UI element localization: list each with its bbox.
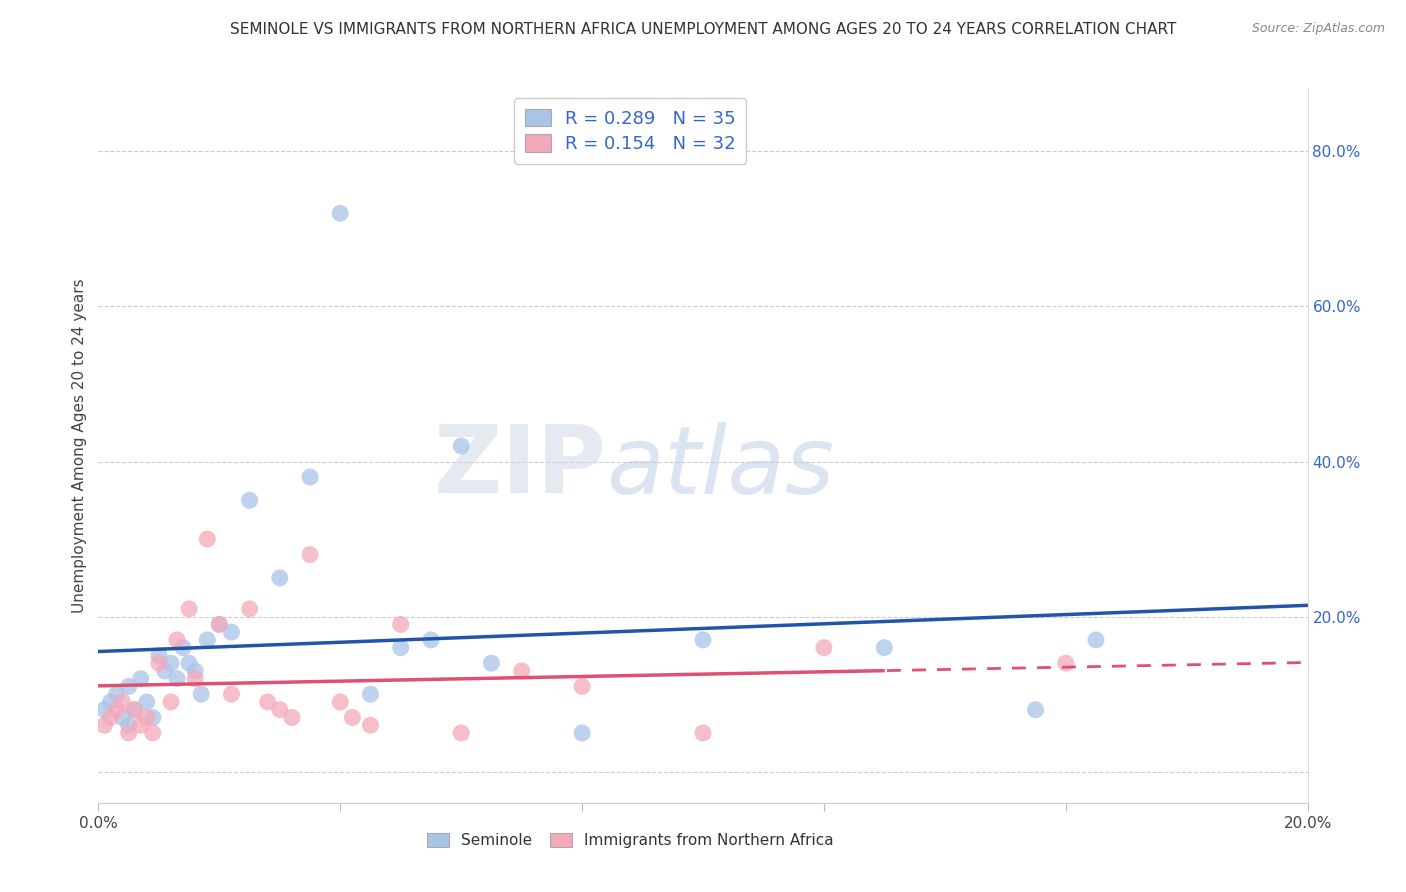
- Point: [389, 617, 412, 632]
- Point: [100, 710, 122, 724]
- Point: [111, 695, 134, 709]
- Point: [100, 695, 122, 709]
- Point: [692, 726, 714, 740]
- Point: [208, 617, 231, 632]
- Point: [221, 625, 243, 640]
- Point: [692, 632, 714, 647]
- Point: [118, 680, 141, 694]
- Point: [195, 532, 218, 546]
- Point: [1054, 656, 1077, 670]
- Legend: Seminole, Immigrants from Northern Africa: Seminole, Immigrants from Northern Afric…: [419, 825, 841, 855]
- Point: [148, 656, 170, 670]
- Point: [481, 656, 503, 670]
- Text: Source: ZipAtlas.com: Source: ZipAtlas.com: [1251, 22, 1385, 36]
- Point: [129, 718, 152, 732]
- Point: [105, 703, 128, 717]
- Point: [184, 664, 207, 678]
- Text: SEMINOLE VS IMMIGRANTS FROM NORTHERN AFRICA UNEMPLOYMENT AMONG AGES 20 TO 24 YEA: SEMINOLE VS IMMIGRANTS FROM NORTHERN AFR…: [229, 22, 1177, 37]
- Point: [360, 687, 382, 701]
- Point: [389, 640, 412, 655]
- Point: [142, 726, 165, 740]
- Point: [329, 695, 352, 709]
- Y-axis label: Unemployment Among Ages 20 to 24 years: Unemployment Among Ages 20 to 24 years: [72, 278, 87, 614]
- Point: [118, 718, 141, 732]
- Point: [135, 695, 157, 709]
- Point: [342, 710, 364, 724]
- Point: [166, 632, 188, 647]
- Point: [510, 664, 533, 678]
- Text: atlas: atlas: [606, 422, 835, 513]
- Text: ZIP: ZIP: [433, 421, 606, 514]
- Point: [160, 656, 183, 670]
- Point: [360, 718, 382, 732]
- Point: [221, 687, 243, 701]
- Point: [148, 648, 170, 663]
- Point: [179, 656, 201, 670]
- Point: [172, 640, 194, 655]
- Point: [105, 687, 128, 701]
- Point: [239, 602, 262, 616]
- Point: [153, 664, 176, 678]
- Point: [208, 617, 231, 632]
- Point: [93, 718, 115, 732]
- Point: [124, 703, 146, 717]
- Point: [142, 710, 165, 724]
- Point: [111, 710, 134, 724]
- Point: [93, 703, 115, 717]
- Point: [166, 672, 188, 686]
- Point: [299, 470, 322, 484]
- Point: [135, 710, 157, 724]
- Point: [420, 632, 443, 647]
- Point: [124, 703, 146, 717]
- Point: [256, 695, 278, 709]
- Point: [1085, 632, 1108, 647]
- Point: [813, 640, 835, 655]
- Point: [269, 571, 291, 585]
- Point: [160, 695, 183, 709]
- Point: [239, 493, 262, 508]
- Point: [184, 672, 207, 686]
- Point: [450, 439, 472, 453]
- Point: [190, 687, 212, 701]
- Point: [450, 726, 472, 740]
- Point: [329, 206, 352, 220]
- Point: [281, 710, 304, 724]
- Point: [873, 640, 896, 655]
- Point: [179, 602, 201, 616]
- Point: [571, 726, 593, 740]
- Point: [118, 726, 141, 740]
- Point: [1024, 703, 1046, 717]
- Point: [571, 680, 593, 694]
- Point: [129, 672, 152, 686]
- Point: [269, 703, 291, 717]
- Point: [195, 632, 218, 647]
- Point: [299, 548, 322, 562]
